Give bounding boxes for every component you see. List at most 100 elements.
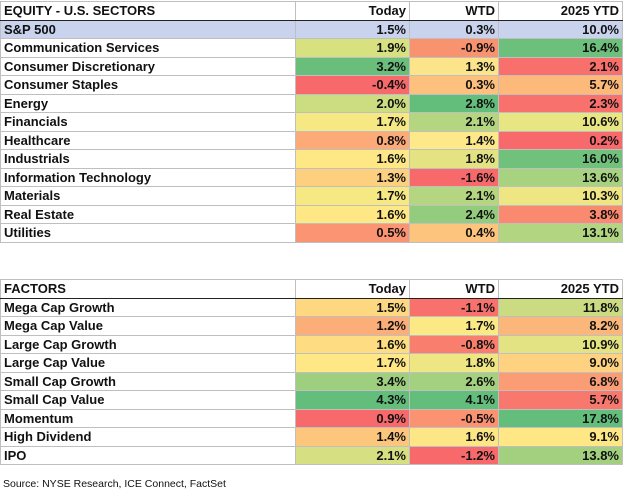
wtd-value: 1.4% [409, 130, 499, 150]
ytd-value: 10.9% [498, 334, 623, 354]
ytd-value: 0.2% [498, 130, 623, 150]
header-wtd: WTD [409, 279, 499, 299]
today-value: 1.6% [295, 149, 410, 169]
ytd-value: 13.8% [498, 445, 623, 465]
wtd-value: 2.8% [409, 93, 499, 113]
benchmark-row: S&P 500 1.5% 0.3% 10.0% [0, 19, 623, 39]
sector-row: Financials 1.7% 2.1% 10.6% [0, 112, 623, 132]
header-ytd: 2025 YTD [498, 1, 623, 21]
sector-row: Consumer Staples -0.4% 0.3% 5.7% [0, 75, 623, 95]
today-value: 1.5% [295, 297, 410, 317]
today-value: 1.6% [295, 334, 410, 354]
sector-row: Energy 2.0% 2.8% 2.3% [0, 93, 623, 113]
today-value: 3.4% [295, 371, 410, 391]
row-name: Mega Cap Growth [0, 297, 296, 317]
today-value: 0.8% [295, 130, 410, 150]
ytd-value: 2.3% [498, 93, 623, 113]
today-value: 1.6% [295, 204, 410, 224]
factor-row: Small Cap Value 4.3% 4.1% 5.7% [0, 390, 623, 410]
sectors-title: EQUITY - U.S. SECTORS [0, 1, 296, 21]
sector-row: Materials 1.7% 2.1% 10.3% [0, 186, 623, 206]
row-name: Small Cap Growth [0, 371, 296, 391]
sector-row: Information Technology 1.3% -1.6% 13.6% [0, 167, 623, 187]
wtd-value: 2.1% [409, 112, 499, 132]
factor-row: Momentum 0.9% -0.5% 17.8% [0, 408, 623, 428]
benchmark-name: S&P 500 [0, 19, 296, 39]
wtd-value: 1.3% [409, 56, 499, 76]
factors-table: FACTORS Today WTD 2025 YTD Mega Cap Grow… [0, 279, 623, 465]
ytd-value: 9.0% [498, 353, 623, 373]
wtd-value: -0.8% [409, 334, 499, 354]
wtd-value: -0.5% [409, 408, 499, 428]
row-name: Energy [0, 93, 296, 113]
row-name: Information Technology [0, 167, 296, 187]
today-value: 1.9% [295, 38, 410, 58]
wtd-value: 1.8% [409, 353, 499, 373]
wtd-value: 0.3% [409, 75, 499, 95]
wtd-value: 4.1% [409, 390, 499, 410]
wtd-value: 0.4% [409, 223, 499, 243]
row-name: Large Cap Growth [0, 334, 296, 354]
ytd-value: 13.1% [498, 223, 623, 243]
header-today: Today [295, 1, 410, 21]
factor-row: Large Cap Growth 1.6% -0.8% 10.9% [0, 334, 623, 354]
ytd-value: 5.7% [498, 75, 623, 95]
row-name: Healthcare [0, 130, 296, 150]
sectors-table: EQUITY - U.S. SECTORS Today WTD 2025 YTD… [0, 1, 623, 243]
sector-row: Healthcare 0.8% 1.4% 0.2% [0, 130, 623, 150]
factor-row: High Dividend 1.4% 1.6% 9.1% [0, 427, 623, 447]
wtd-value: 1.7% [409, 316, 499, 336]
wtd-value: -1.1% [409, 297, 499, 317]
row-name: Consumer Discretionary [0, 56, 296, 76]
today-value: 1.7% [295, 112, 410, 132]
row-name: Momentum [0, 408, 296, 428]
today-value: 1.4% [295, 427, 410, 447]
row-name: Large Cap Value [0, 353, 296, 373]
header-ytd: 2025 YTD [498, 279, 623, 299]
row-name: Utilities [0, 223, 296, 243]
source-note: Source: NYSE Research, ICE Connect, Fact… [3, 478, 226, 490]
wtd-value: 1.6% [409, 427, 499, 447]
factor-row: Large Cap Value 1.7% 1.8% 9.0% [0, 353, 623, 373]
factor-row: Mega Cap Growth 1.5% -1.1% 11.8% [0, 297, 623, 317]
today-value: 1.3% [295, 167, 410, 187]
wtd-value: 2.4% [409, 204, 499, 224]
today-value: -0.4% [295, 75, 410, 95]
today-value: 2.1% [295, 445, 410, 465]
wtd-value: -1.2% [409, 445, 499, 465]
factor-row: Small Cap Growth 3.4% 2.6% 6.8% [0, 371, 623, 391]
ytd-value: 13.6% [498, 167, 623, 187]
sectors-header-row: EQUITY - U.S. SECTORS Today WTD 2025 YTD [0, 1, 623, 21]
ytd-value: 9.1% [498, 427, 623, 447]
row-name: Communication Services [0, 38, 296, 58]
today-value: 1.2% [295, 316, 410, 336]
ytd-value: 11.8% [498, 297, 623, 317]
today-value: 0.9% [295, 408, 410, 428]
today-value: 1.7% [295, 186, 410, 206]
row-name: High Dividend [0, 427, 296, 447]
header-today: Today [295, 279, 410, 299]
ytd-value: 2.1% [498, 56, 623, 76]
row-name: IPO [0, 445, 296, 465]
row-name: Consumer Staples [0, 75, 296, 95]
ytd-value: 16.0% [498, 149, 623, 169]
sector-row: Communication Services 1.9% -0.9% 16.4% [0, 38, 623, 58]
today-value: 4.3% [295, 390, 410, 410]
wtd-value: -1.6% [409, 167, 499, 187]
ytd-value: 3.8% [498, 204, 623, 224]
wtd-value: 2.1% [409, 186, 499, 206]
benchmark-ytd: 10.0% [498, 19, 623, 39]
ytd-value: 16.4% [498, 38, 623, 58]
sector-row: Utilities 0.5% 0.4% 13.1% [0, 223, 623, 243]
row-name: Materials [0, 186, 296, 206]
row-name: Financials [0, 112, 296, 132]
ytd-value: 10.3% [498, 186, 623, 206]
ytd-value: 5.7% [498, 390, 623, 410]
today-value: 1.7% [295, 353, 410, 373]
today-value: 2.0% [295, 93, 410, 113]
wtd-value: 2.6% [409, 371, 499, 391]
ytd-value: 17.8% [498, 408, 623, 428]
wtd-value: 1.8% [409, 149, 499, 169]
today-value: 0.5% [295, 223, 410, 243]
row-name: Real Estate [0, 204, 296, 224]
